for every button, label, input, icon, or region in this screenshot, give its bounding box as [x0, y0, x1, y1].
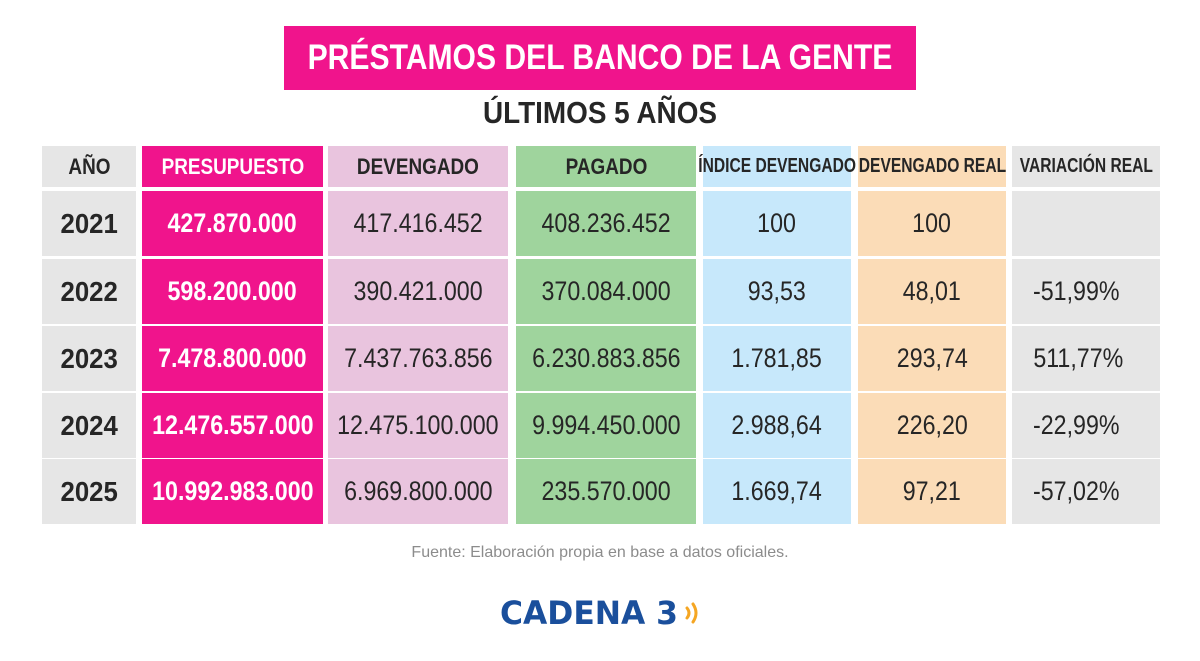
cell-devengado-real: 100 — [858, 191, 1006, 256]
cell-year-text: 2023 — [60, 342, 118, 374]
brand-logo: CADENA 3 — [500, 592, 702, 634]
header-variacion-real: VARIACIÓN REAL — [1012, 146, 1160, 187]
cell-pagado: 9.994.450.000 — [516, 393, 696, 458]
cell-variacion-real: 511,77% — [1012, 326, 1160, 391]
header-pagado-text: PAGADO — [565, 153, 647, 179]
cell-indice-devengado: 1.669,74 — [703, 459, 851, 524]
cell-presupuesto: 10.992.983.000 — [142, 459, 323, 524]
cell-variacion-real-text: -57,02% — [1033, 476, 1120, 506]
cell-devengado-real: 226,20 — [858, 393, 1006, 458]
cell-presupuesto: 7.478.800.000 — [142, 326, 323, 391]
chart-title: PRÉSTAMOS DEL BANCO DE LA GENTE — [307, 38, 893, 77]
cell-variacion-real: -22,99% — [1012, 393, 1160, 458]
cell-pagado-text: 370.084.000 — [541, 276, 671, 306]
cell-year-text: 2024 — [60, 409, 118, 441]
cell-variacion-real: -51,99% — [1012, 259, 1160, 324]
cell-indice-devengado-text: 1.781,85 — [731, 343, 823, 373]
cell-indice-devengado: 1.781,85 — [703, 326, 851, 391]
header-pagado: PAGADO — [516, 146, 696, 187]
cell-presupuesto: 427.870.000 — [142, 191, 323, 256]
cell-year: 2023 — [42, 326, 136, 391]
cell-devengado-text: 12.475.100.000 — [337, 410, 499, 440]
cell-year: 2022 — [42, 259, 136, 324]
cell-year: 2025 — [42, 459, 136, 524]
cell-devengado-real: 293,74 — [858, 326, 1006, 391]
header-year-text: AÑO — [67, 153, 111, 179]
cell-devengado-text: 417.416.452 — [353, 208, 483, 238]
cell-variacion-real-text: 511,77% — [1033, 343, 1124, 373]
header-devengado-real-text: DEVENGADO REAL — [858, 155, 1006, 177]
cell-presupuesto-text: 598.200.000 — [167, 276, 298, 306]
cell-variacion-real: -57,02% — [1012, 459, 1160, 524]
chart-subtitle: ÚLTIMOS 5 AÑOS — [482, 95, 718, 130]
header-variacion-real-text: VARIACIÓN REAL — [1019, 155, 1153, 177]
cell-devengado: 390.421.000 — [328, 259, 508, 324]
cell-year-text: 2022 — [60, 275, 118, 307]
cell-presupuesto-text: 12.476.557.000 — [151, 410, 314, 440]
header-indice-devengado-text: ÍNDICE DEVENGADO — [698, 155, 856, 177]
cell-pagado: 370.084.000 — [516, 259, 696, 324]
cell-devengado-real-text: 226,20 — [896, 410, 968, 440]
cell-pagado: 408.236.452 — [516, 191, 696, 256]
source-note: Fuente: Elaboración propia en base a dat… — [411, 544, 789, 561]
cell-devengado-real-text: 293,74 — [896, 343, 968, 373]
cell-pagado-text: 6.230.883.856 — [531, 343, 681, 373]
cell-year: 2021 — [42, 191, 136, 256]
header-presupuesto-text: PRESUPUESTO — [161, 153, 304, 179]
cell-devengado: 417.416.452 — [328, 191, 508, 256]
cell-indice-devengado-text: 93,53 — [747, 276, 807, 306]
cell-indice-devengado: 100 — [703, 191, 851, 256]
cell-presupuesto: 598.200.000 — [142, 259, 323, 324]
cell-indice-devengado-text: 1.669,74 — [731, 476, 823, 506]
brand-name: CADENA 3 — [500, 594, 678, 632]
cell-year: 2024 — [42, 393, 136, 458]
cell-pagado-text: 408.236.452 — [541, 208, 671, 238]
cell-devengado-text: 390.421.000 — [353, 276, 483, 306]
cell-devengado-text: 6.969.800.000 — [343, 476, 493, 506]
cell-devengado-real-text: 100 — [912, 208, 952, 238]
header-year: AÑO — [42, 146, 136, 187]
cell-variacion-real-text: -51,99% — [1033, 276, 1120, 306]
cell-year-text: 2025 — [60, 475, 118, 507]
cell-presupuesto-text: 427.870.000 — [167, 208, 298, 238]
cell-indice-devengado: 2.988,64 — [703, 393, 851, 458]
cell-devengado-text: 7.437.763.856 — [343, 343, 493, 373]
cell-presupuesto-text: 7.478.800.000 — [158, 343, 307, 373]
header-indice-devengado: ÍNDICE DEVENGADO — [698, 146, 856, 187]
cell-devengado-real: 97,21 — [858, 459, 1006, 524]
cell-pagado-text: 235.570.000 — [541, 476, 671, 506]
header-presupuesto: PRESUPUESTO — [142, 146, 323, 187]
sound-waves-icon — [685, 602, 698, 624]
cell-devengado: 7.437.763.856 — [328, 326, 508, 391]
cell-devengado: 12.475.100.000 — [328, 393, 508, 458]
cell-presupuesto-text: 10.992.983.000 — [151, 476, 314, 506]
title-banner: PRÉSTAMOS DEL BANCO DE LA GENTE — [284, 26, 916, 90]
cell-presupuesto: 12.476.557.000 — [142, 393, 323, 458]
cell-devengado-real: 48,01 — [858, 259, 1006, 324]
cell-variacion-real-text: -22,99% — [1033, 410, 1120, 440]
cell-devengado-real-text: 48,01 — [902, 276, 962, 306]
cell-variacion-real — [1012, 191, 1160, 256]
cell-indice-devengado-text: 2.988,64 — [731, 410, 823, 440]
header-devengado-text: DEVENGADO — [357, 153, 479, 179]
cell-indice-devengado-text: 100 — [757, 208, 797, 238]
cell-year-text: 2021 — [60, 207, 118, 239]
header-devengado: DEVENGADO — [328, 146, 508, 187]
cell-indice-devengado: 93,53 — [703, 259, 851, 324]
cell-pagado: 235.570.000 — [516, 459, 696, 524]
cell-pagado-text: 9.994.450.000 — [531, 410, 681, 440]
cell-devengado-real-text: 97,21 — [902, 476, 962, 506]
header-devengado-real: DEVENGADO REAL — [858, 146, 1006, 187]
cell-devengado: 6.969.800.000 — [328, 459, 508, 524]
cell-pagado: 6.230.883.856 — [516, 326, 696, 391]
